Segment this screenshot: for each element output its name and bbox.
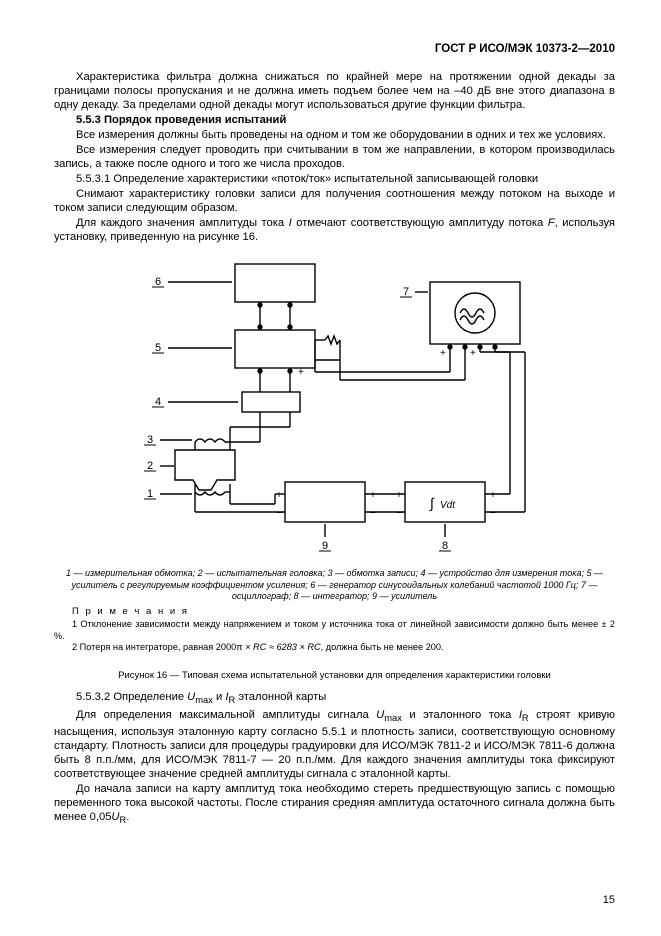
sec-5-5-3-2: 5.5.3.2 Определение Umax и IR эталонной … [54,690,615,707]
legend-text: 1 — измерительная обмотка; 2 — испытател… [66,568,603,601]
para-head-char: Снимают характеристику головки записи дл… [54,187,615,215]
svg-text:−: − [490,508,496,519]
lbl-3: 3 [146,434,152,446]
s5532b: и [213,691,225,703]
p6b: отмечают соответствующую амплитуду поток… [292,217,548,229]
svg-text:+: + [298,367,304,378]
p7a: Для определения максимальной амплитуды с… [76,709,376,721]
sym-Umax2-sub: max [384,714,402,724]
lbl-2: 2 [146,460,152,472]
svg-text:−: − [370,508,376,519]
para-measure-direction: Все измерения следует проводить при счит… [54,143,615,171]
p8b: . [126,811,129,823]
lbl-1: 1 [146,488,152,500]
p6a: Для каждого значения амплитуды тока [76,217,289,229]
svg-text:−: − [276,508,282,519]
notes-heading: П р и м е ч а н и я [54,606,615,618]
figure-caption: Рисунок 16 — Типовая схема испытательной… [54,670,615,682]
sym-F: F [548,217,555,229]
s5532c: эталонной карты [235,691,326,703]
svg-text:+: + [396,490,402,501]
lbl-9: 9 [321,540,327,552]
lbl-4: 4 [154,396,160,408]
para-def-max: Для определения максимальной амплитуды с… [54,708,615,781]
sec-5-5-3-1: 5.5.3.1 Определение характеристики «пото… [54,172,615,186]
svg-text:−: − [396,508,402,519]
circuit-svg: + [120,252,550,562]
sym-UR: U [111,811,119,823]
sym-IR2-sub: R [522,714,529,724]
page-number: 15 [603,894,615,908]
figure-legend: 1 — измерительная обмотка; 2 — испытател… [54,568,615,602]
sec-5-5-3: 5.5.3 Порядок проведения испытаний [54,113,615,127]
svg-text:+: + [470,348,476,359]
n2b: × RC ≈ 6283 × RC [245,642,321,652]
sym-Umax-sub: max [195,696,213,706]
svg-text:∫: ∫ [429,495,435,512]
s5532a: 5.5.3.2 Определение [76,691,187,703]
svg-text:+: + [440,348,446,359]
para-filter: Характеристика фильтра должна снижаться … [54,70,615,112]
p7b: и эталонного тока [402,709,519,721]
para-measure-same: Все измерения должны быть проведены на о… [54,128,615,142]
lbl-8: 8 [441,540,447,552]
n2c: , должна быть не менее 200. [321,642,444,652]
note-2: 2 Потеря на интеграторе, равная 2000π × … [54,642,615,654]
para-erase: До начала записи на карту амплитуд тока … [54,782,615,827]
page: ГОСТ Р ИСО/МЭК 10373-2—2010 Характеристи… [0,0,661,936]
svg-text:+: + [276,490,282,501]
n2a: 2 Потеря на интеграторе, равная 2000π [72,642,245,652]
note-1: 1 Отклонение зависимости между напряжени… [54,619,615,642]
svg-text:Vdt: Vdt [440,500,456,511]
svg-text:+: + [490,490,496,501]
para-each-value: Для каждого значения амплитуды тока I от… [54,216,615,244]
lbl-6: 6 [154,276,160,288]
figure-16-diagram: + [54,252,615,562]
lbl-7: 7 [402,286,408,298]
doc-id: ГОСТ Р ИСО/МЭК 10373-2—2010 [54,42,615,56]
lbl-5: 5 [154,342,160,354]
svg-text:+: + [370,490,376,501]
p8a: До начала записи на карту амплитуд тока … [54,783,615,823]
